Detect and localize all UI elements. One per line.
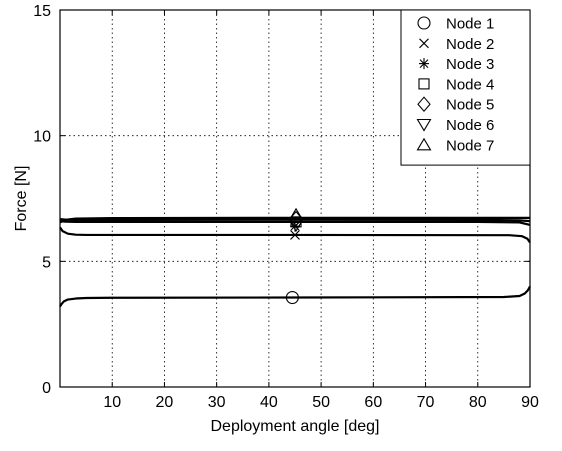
legend-label-1: Node 1: [446, 16, 494, 33]
marker-node-7: [288, 207, 304, 221]
legend-marker-7: [416, 137, 432, 151]
legend-marker-6: [416, 118, 432, 132]
legend-marker-3: [419, 58, 429, 70]
tick-labels: 10 20 30 40 50 60 70 80 90 0 5 10 15: [33, 3, 539, 411]
legend-label-7: Node 7: [446, 137, 494, 154]
curves: [59, 216, 531, 308]
x-tick-label: 20: [156, 394, 174, 411]
plot-frame: [59, 9, 531, 388]
legend: Node 1 Node 2 Node 3 Node 4 Node 5 Node 6 Node…: [400, 9, 531, 166]
force-curve-3: [59, 220, 531, 226]
node-markers: [285, 207, 304, 305]
legend-label-3: Node 3: [446, 56, 494, 73]
x-axis-label: Deployment angle [deg]: [211, 418, 380, 435]
legend-marker-5: [417, 96, 431, 113]
x-tick-label: 80: [469, 394, 487, 411]
marker-node-2: [290, 230, 300, 240]
legend-label-4: Node 4: [446, 76, 494, 93]
force-curve-5: [59, 216, 530, 224]
force-curve-2: [59, 226, 531, 244]
x-tick-label: 90: [521, 394, 539, 411]
y-tick-label: 15: [33, 3, 51, 20]
x-tick-label: 10: [103, 394, 121, 411]
marker-node-1: [285, 290, 299, 305]
legend-marker-4: [418, 78, 430, 90]
force-curve-1: [59, 285, 531, 308]
legend-label-6: Node 6: [446, 117, 494, 134]
legend-label-5: Node 5: [446, 97, 494, 114]
y-axis-label: Force [N]: [13, 166, 30, 232]
x-tick-label: 60: [364, 394, 382, 411]
y-tick-label: 10: [33, 129, 51, 146]
legend-label-2: Node 2: [446, 36, 494, 53]
legend-marker-1: [417, 16, 431, 30]
legend-marker-2: [419, 38, 429, 49]
legend-box: [400, 9, 531, 166]
y-tick-label: 0: [42, 380, 51, 397]
x-tick-label: 50: [312, 394, 330, 411]
y-tick-label: 5: [42, 254, 51, 271]
x-tick-label: 40: [260, 394, 278, 411]
x-tick-label: 70: [417, 394, 435, 411]
x-tick-label: 30: [208, 394, 226, 411]
